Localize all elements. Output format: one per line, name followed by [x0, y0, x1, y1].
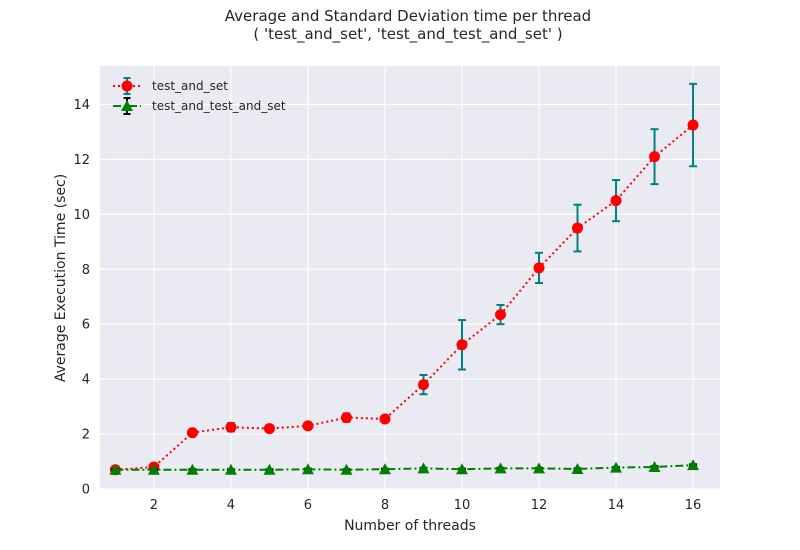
y-tick-labels: 0 2 4 6 8 10 12 14	[73, 98, 90, 498]
legend-marker-circle	[121, 80, 133, 92]
data-point	[649, 151, 661, 163]
data-point	[687, 119, 699, 131]
y-tick-label: 2	[82, 428, 90, 443]
series-test-and-test-and-set	[109, 459, 700, 475]
data-point	[572, 222, 584, 234]
plot-background	[100, 66, 720, 489]
y-tick-label: 8	[82, 263, 90, 278]
data-point	[379, 413, 391, 425]
data-point	[610, 461, 623, 473]
data-point	[571, 462, 584, 474]
data-point	[224, 463, 237, 475]
series	[109, 82, 700, 476]
data-point	[263, 423, 275, 435]
data-point	[301, 463, 314, 475]
series-line	[115, 464, 694, 471]
data-point	[340, 412, 352, 424]
legend-marker-triangle	[121, 100, 133, 111]
data-point	[186, 463, 199, 475]
data-point	[417, 462, 430, 474]
y-tick-label: 4	[82, 373, 90, 388]
y-tick-label: 10	[73, 208, 90, 223]
data-point	[494, 309, 506, 321]
data-point	[302, 420, 314, 432]
x-tick-label: 12	[531, 498, 548, 513]
data-point	[378, 463, 391, 475]
y-tick-label: 0	[82, 483, 90, 498]
chart-subtitle: ( 'test_and_set', 'test_and_test_and_set…	[253, 25, 562, 44]
x-tick-label: 14	[608, 498, 625, 513]
data-point	[147, 463, 160, 475]
y-tick-label: 12	[73, 153, 90, 168]
data-point	[225, 421, 237, 433]
data-point	[263, 463, 276, 475]
legend-entry-test-and-set: test_and_set	[113, 77, 228, 95]
legend: test_and_set test_and_test_and_set	[113, 77, 286, 115]
data-point	[610, 195, 622, 207]
series-test-and-set	[109, 82, 699, 476]
data-point	[109, 463, 122, 475]
data-point	[417, 379, 429, 391]
data-point	[455, 463, 468, 475]
data-point	[456, 339, 468, 351]
data-point	[494, 462, 507, 474]
x-tick-label: 2	[150, 498, 158, 513]
chart-title: Average and Standard Deviation time per …	[225, 7, 591, 25]
x-tick-label: 10	[454, 498, 471, 513]
y-tick-label: 14	[73, 98, 90, 113]
data-point	[186, 427, 198, 439]
x-tick-label: 8	[381, 498, 389, 513]
legend-entry-test-and-test-and-set: test_and_test_and_set	[113, 97, 286, 115]
data-point	[648, 461, 661, 473]
x-tick-labels: 2 4 6 8 10 12 14 16	[150, 498, 702, 513]
data-point	[533, 462, 546, 474]
data-point	[533, 262, 545, 274]
x-tick-label: 4	[227, 498, 235, 513]
data-point	[340, 463, 353, 475]
legend-label: test_and_set	[152, 79, 228, 93]
x-axis-label: Number of threads	[344, 518, 476, 534]
y-tick-label: 6	[82, 318, 90, 333]
x-tick-label: 16	[685, 498, 702, 513]
data-point	[687, 459, 700, 471]
legend-label: test_and_test_and_set	[152, 99, 286, 113]
y-axis-label: Average Execution Time (sec)	[53, 174, 69, 382]
x-tick-label: 6	[304, 498, 312, 513]
